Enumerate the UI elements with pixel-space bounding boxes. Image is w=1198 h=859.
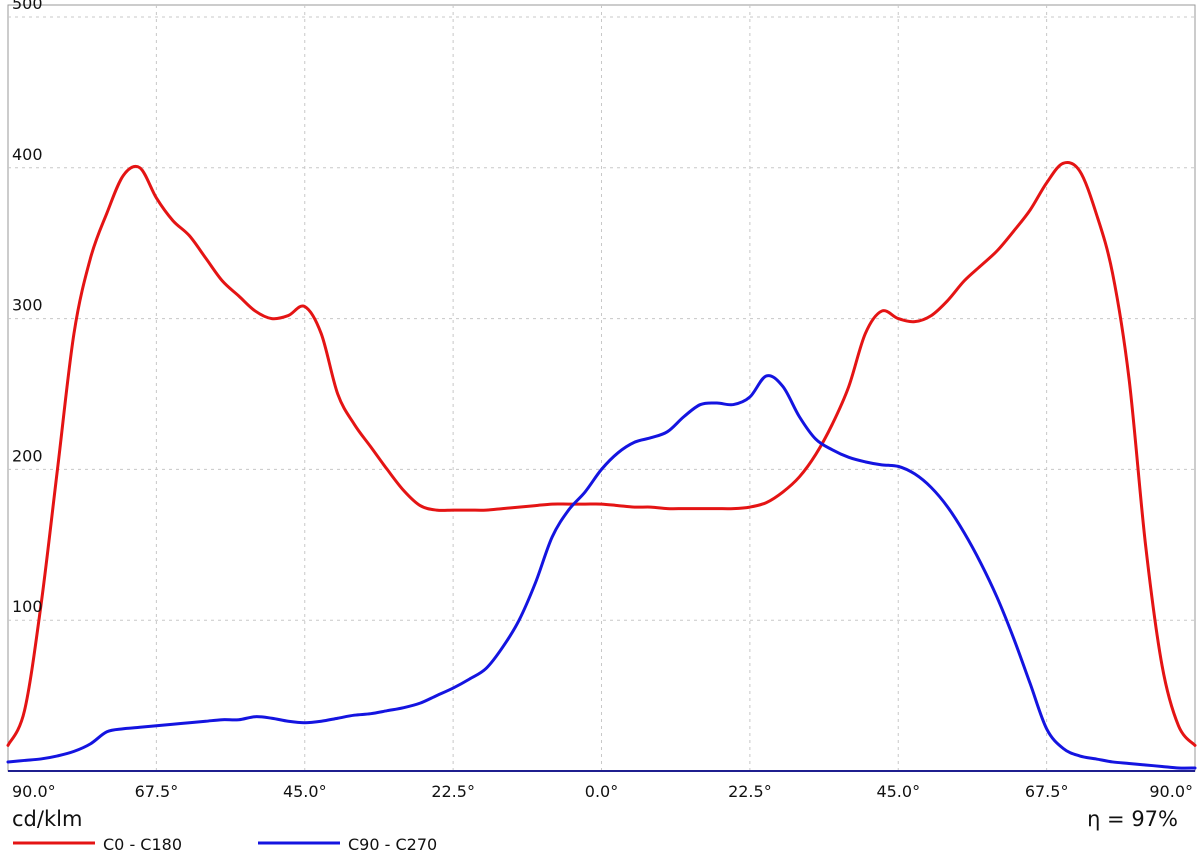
vertical-grid-lines [155,5,1048,771]
x-tick-label: 67.5° [1025,782,1069,801]
series-layer [6,160,1197,770]
x-tick-label: 45.0° [283,782,327,801]
y-tick-label: 100 [12,597,43,616]
efficiency-label: η = 97% [1087,807,1178,831]
series-line-c0-c180 [6,160,1197,747]
horizontal-grid-lines [8,16,1195,621]
x-tick-labels: 90.0° 67.5° 45.0° 22.5° 0.0° 22.5° 45.0° 67.5° 9… [12,782,1193,801]
unit-label: cd/klm [12,807,82,831]
x-tick-label: 67.5° [135,782,179,801]
y-tick-label: 500 [12,0,43,13]
y-tick-labels: 100 200 300 400 500 [12,0,43,616]
legend-label-c0-c180: C0 - C180 [103,835,182,854]
y-tick-label: 400 [12,145,43,164]
x-tick-label: 22.5° [728,782,772,801]
legend-label-c90-c270: C90 - C270 [348,835,437,854]
x-tick-label: 0.0° [585,782,618,801]
x-tick-label: 90.0° [1149,782,1193,801]
x-tick-label: 22.5° [431,782,475,801]
series-line-c90-c270 [6,374,1197,770]
y-tick-label: 200 [12,446,43,465]
x-tick-label: 45.0° [876,782,920,801]
x-tick-label: 90.0° [12,782,56,801]
y-tick-label: 300 [12,296,43,315]
legend: C0 - C180 C90 - C270 [13,835,437,854]
